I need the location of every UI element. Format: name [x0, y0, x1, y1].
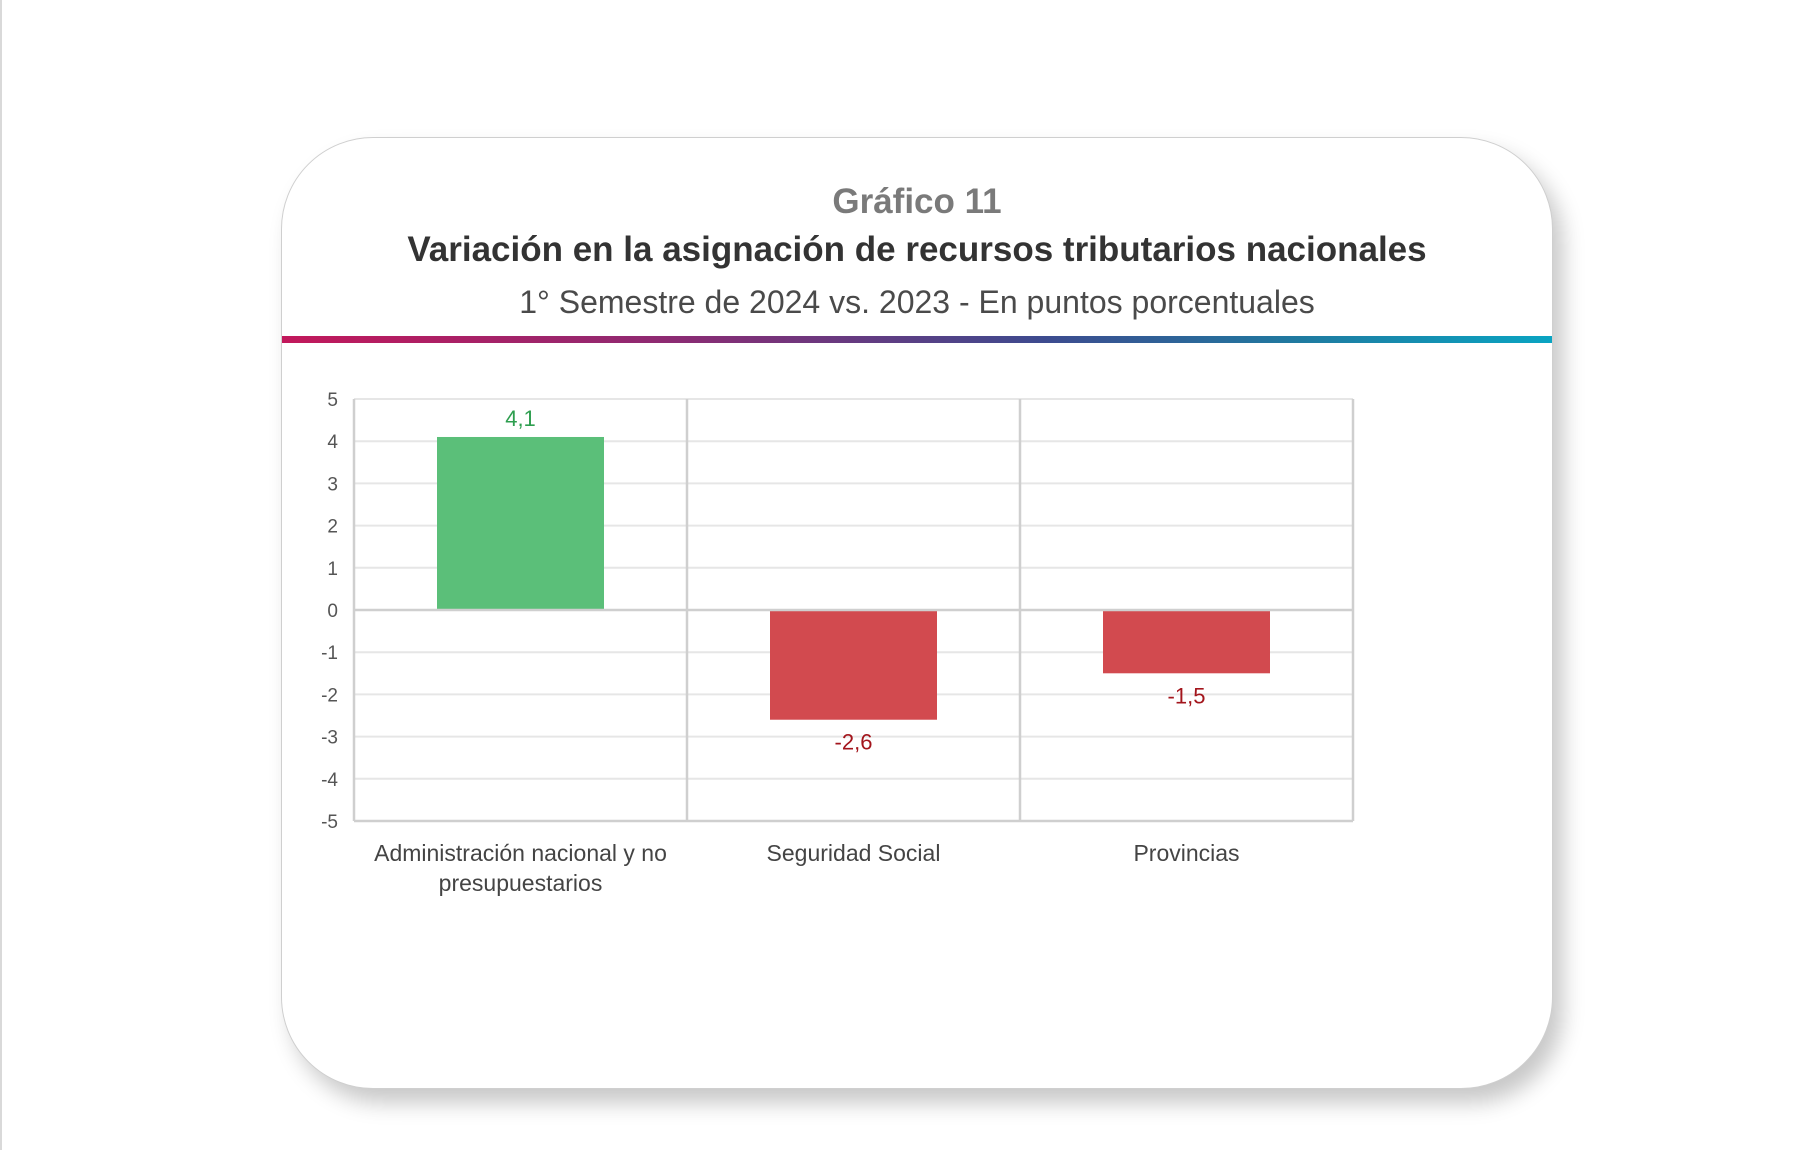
labels: 5 4 3 2 1 0 -1 -2 -3 -4 -5 4,1 Administración nacion…: [321, 390, 1239, 896]
chart-card: Gráfico 11 Variación en la asignación de…: [281, 137, 1553, 1089]
y-tick-label: -3: [321, 728, 338, 749]
x-category-label: Provincias: [1133, 840, 1239, 866]
y-tick-label: 2: [327, 517, 338, 538]
bar-chart: 5 4 3 2 1 0 -1 -2 -3 -4 -5 4,1 Administración nacion…: [321, 390, 1355, 896]
bars: [437, 436, 1270, 720]
y-tick-label: 5: [327, 390, 338, 411]
y-tick-label: 3: [327, 474, 338, 495]
data-label: -1,5: [1168, 683, 1206, 708]
data-label: -2,6: [835, 730, 873, 755]
x-category-label: presupuestarios: [439, 870, 603, 896]
y-tick-label: -1: [321, 643, 338, 664]
page-edge: [0, 0, 2, 1150]
axes: [352, 399, 1355, 823]
y-tick-label: -4: [321, 770, 338, 791]
y-tick-label: -5: [321, 812, 338, 833]
y-tick-label: 0: [327, 601, 338, 622]
chart-subtitle: 1° Semestre de 2024 vs. 2023 - En puntos…: [519, 284, 1315, 320]
x-category-label: Administración nacional y no: [374, 840, 667, 866]
y-tick-label: 4: [327, 432, 338, 453]
chart-title: Variación en la asignación de recursos t…: [407, 230, 1427, 269]
y-tick-label: 1: [327, 559, 338, 580]
bar: [437, 436, 604, 610]
y-tick-label: -2: [321, 685, 338, 706]
header-divider: [282, 336, 1552, 343]
bar: [1103, 610, 1270, 674]
bar: [770, 610, 937, 720]
x-category-label: Seguridad Social: [767, 840, 941, 866]
chart-number: Gráfico 11: [832, 182, 1002, 221]
data-label: 4,1: [505, 406, 536, 431]
